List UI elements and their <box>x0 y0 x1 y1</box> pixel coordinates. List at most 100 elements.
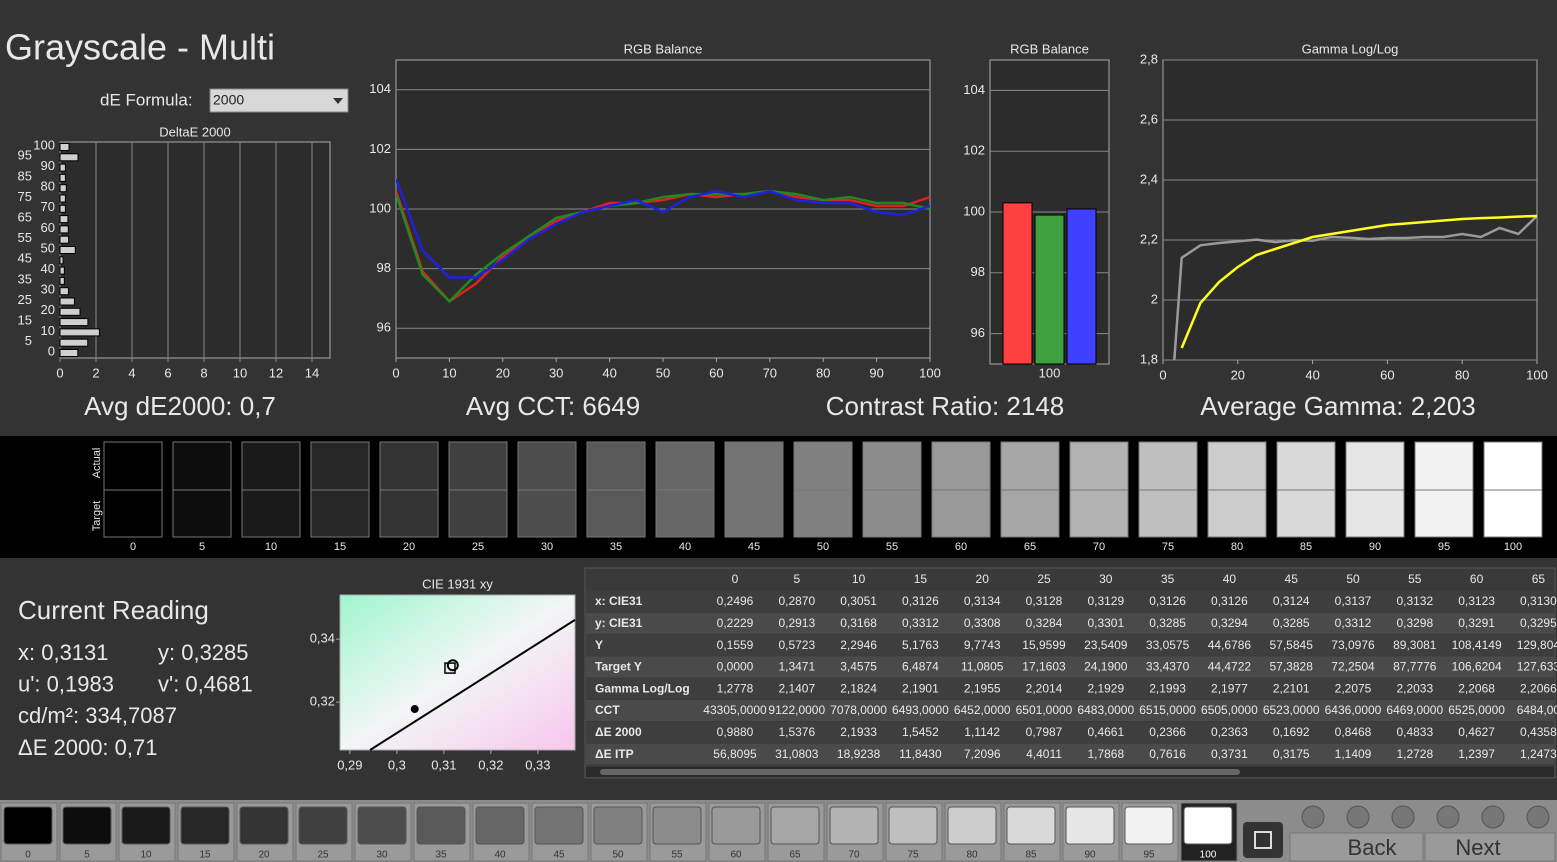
swatch-actual <box>1207 441 1267 491</box>
level-button[interactable] <box>829 806 879 845</box>
bar <box>59 318 89 327</box>
table-header: 60 <box>1470 572 1484 586</box>
table-cell: 0,2496 <box>717 594 754 608</box>
swatch-actual <box>1414 441 1474 491</box>
level-button[interactable] <box>534 806 584 845</box>
control-button[interactable] <box>1436 805 1460 829</box>
level-button[interactable] <box>888 806 938 845</box>
x-tick-label: 10 <box>233 365 247 380</box>
table-row <box>586 634 1554 656</box>
control-button[interactable] <box>1346 805 1370 829</box>
level-button[interactable] <box>1124 806 1174 845</box>
level-button[interactable] <box>770 806 820 845</box>
table-header: 55 <box>1408 572 1422 586</box>
table-header: 0 <box>732 572 739 586</box>
table-cell: 87,7776 <box>1393 660 1437 674</box>
row-label: Target Y <box>595 660 642 674</box>
table-header: 65 <box>1532 572 1546 586</box>
table-cell: 0,3294 <box>1211 616 1248 630</box>
level-button[interactable] <box>357 806 407 845</box>
table-cell: 2,1929 <box>1087 681 1124 695</box>
x-tick-label: 60 <box>1380 367 1394 382</box>
y-tick-label: 5 <box>25 333 32 348</box>
level-button[interactable] <box>298 806 348 845</box>
level-button[interactable] <box>593 806 643 845</box>
table-cell: 106,6204 <box>1452 660 1502 674</box>
level-button[interactable] <box>239 806 289 845</box>
bar <box>59 153 79 162</box>
y-tick-label: 30 <box>41 282 55 297</box>
x-tick-label: 2 <box>92 365 99 380</box>
swatch-actual <box>172 441 232 491</box>
level-button[interactable] <box>1183 806 1233 845</box>
bar <box>1066 208 1097 365</box>
y-tick-label: 50 <box>41 240 55 255</box>
swatch-target <box>931 489 991 538</box>
level-button[interactable] <box>652 806 702 845</box>
swatch-actual <box>862 441 922 491</box>
level-button[interactable] <box>1006 806 1056 845</box>
bar <box>59 256 64 265</box>
x-tick-label: 0,33 <box>525 757 550 772</box>
level-button[interactable] <box>3 806 53 845</box>
level-button[interactable] <box>121 806 171 845</box>
bar <box>59 246 76 254</box>
control-button[interactable] <box>1301 805 1325 829</box>
dropdown-arrow <box>333 98 343 104</box>
x-tick-label: 6 <box>164 365 171 380</box>
level-label: 40 <box>494 850 506 861</box>
table-cell: 0,8468 <box>1335 725 1372 739</box>
control-button[interactable] <box>1391 805 1415 829</box>
x-tick-label: 4 <box>128 365 135 380</box>
stop-icon <box>1254 831 1272 849</box>
x-tick-label: 10 <box>442 365 456 380</box>
scroll-thumb[interactable] <box>600 769 1240 775</box>
table-cell: 2,1824 <box>840 681 877 695</box>
swatch-level: 25 <box>472 541 484 553</box>
table-cell: 1,2728 <box>1396 747 1433 761</box>
swatch-label: Target <box>91 501 103 532</box>
level-button[interactable] <box>475 806 525 845</box>
swatch-actual <box>379 441 439 491</box>
bar <box>59 225 69 234</box>
bar <box>59 349 79 357</box>
de-formula-select[interactable] <box>209 88 349 113</box>
level-button[interactable] <box>947 806 997 845</box>
y-tick-label: 2,4 <box>1140 171 1158 186</box>
table-cell: 6523,0000 <box>1263 703 1320 717</box>
level-button[interactable] <box>416 806 466 845</box>
next-button[interactable] <box>1424 832 1556 862</box>
swatch-level: 35 <box>610 541 622 553</box>
level-button[interactable] <box>1065 806 1115 845</box>
stop-button[interactable] <box>1243 822 1283 858</box>
table-cell: 9122,0000 <box>768 703 825 717</box>
y-tick-label: 0,34 <box>310 631 335 646</box>
control-button[interactable] <box>1481 805 1505 829</box>
table-cell: 6505,0000 <box>1201 703 1258 717</box>
back-button[interactable] <box>1289 832 1424 862</box>
level-button[interactable] <box>180 806 230 845</box>
table-cell: 73,0976 <box>1331 638 1375 652</box>
level-label: 90 <box>1084 850 1096 861</box>
table-header: 10 <box>852 572 866 586</box>
level-button[interactable] <box>711 806 761 845</box>
next-label[interactable]: Next <box>1455 835 1500 860</box>
x-tick-label: 0,3 <box>388 757 406 772</box>
level-label: 100 <box>1200 850 1217 861</box>
table-cell: 0,2870 <box>778 594 815 608</box>
swatch-actual <box>1345 441 1405 491</box>
table-row <box>586 721 1554 743</box>
y-tick-label: 104 <box>369 81 391 96</box>
y-tick-label: 45 <box>18 251 32 266</box>
level-button[interactable] <box>62 806 112 845</box>
control-button[interactable] <box>1526 805 1550 829</box>
level-label: 45 <box>553 850 565 861</box>
back-label[interactable]: Back <box>1348 835 1398 860</box>
table-cell: 57,3828 <box>1270 660 1314 674</box>
series-line <box>1180 214 1537 349</box>
y-tick-label: 2,6 <box>1140 111 1158 126</box>
table-cell: 2,2101 <box>1273 681 1310 695</box>
table-cell: 2,1933 <box>840 725 877 739</box>
de-formula-value[interactable]: 2000 <box>213 92 244 108</box>
swatch-actual <box>655 441 715 491</box>
